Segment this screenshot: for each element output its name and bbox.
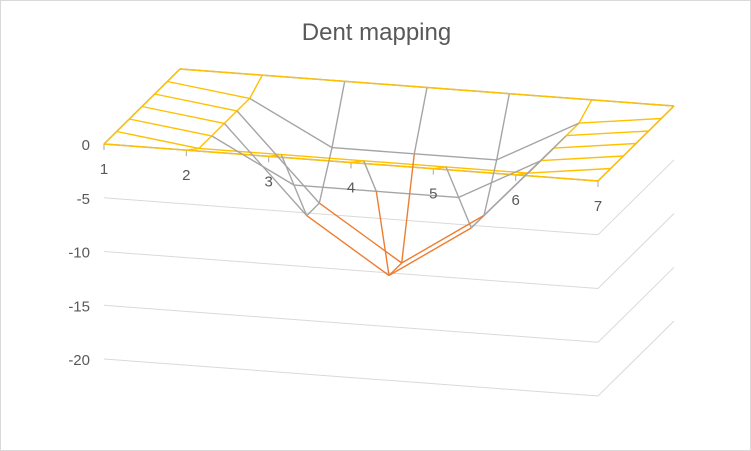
surface-edge xyxy=(388,262,403,276)
surface-edge xyxy=(566,130,649,137)
surface-edge xyxy=(363,160,377,192)
z-tick-label: -15 xyxy=(68,298,90,315)
surface-edge xyxy=(553,142,637,149)
surface-edge xyxy=(458,197,472,229)
surface-edge xyxy=(116,118,130,132)
surface-edge xyxy=(128,106,143,120)
gridline-front xyxy=(103,358,599,397)
surface-edge xyxy=(166,68,181,82)
surface-edge xyxy=(565,122,580,137)
surface-edge xyxy=(293,184,377,192)
surface-edge xyxy=(363,160,447,168)
surface-edge xyxy=(509,93,592,101)
z-tick-label: -5 xyxy=(77,191,90,208)
surface-edge xyxy=(331,81,346,148)
surface-edge xyxy=(401,214,485,264)
surface-edge xyxy=(129,118,212,137)
surface-edge xyxy=(262,74,345,82)
surface-edge xyxy=(249,74,263,99)
surface-edge xyxy=(635,130,650,144)
x-tick-label: 5 xyxy=(429,186,437,203)
gridline-front xyxy=(103,251,599,289)
surface-edge xyxy=(483,135,567,216)
gridline-front xyxy=(103,304,599,343)
surface-edge xyxy=(496,122,580,161)
surface-edge xyxy=(540,155,624,162)
surface-edge xyxy=(223,110,238,124)
surface-edge xyxy=(179,68,263,76)
surface-edge xyxy=(458,159,542,199)
surface-edge xyxy=(211,122,225,137)
surface-edge xyxy=(141,105,225,125)
gridline-front xyxy=(103,197,599,236)
tick-labels: 1 2 3 4 5 6 7 0 -5 -10 -15 -20 xyxy=(68,137,602,369)
x-tick-label: 4 xyxy=(347,180,355,197)
surface-edge xyxy=(388,227,472,277)
surface-edge xyxy=(610,155,624,169)
surface-edge xyxy=(249,97,333,149)
surface-edge xyxy=(186,149,269,157)
z-tick-label: -10 xyxy=(68,245,90,262)
x-tick-label: 1 xyxy=(100,161,108,178)
surface-edge xyxy=(318,202,403,264)
surface-edge xyxy=(426,86,510,95)
surface-edge xyxy=(648,118,662,132)
surface-edge xyxy=(413,87,428,154)
surface-edge xyxy=(116,130,200,150)
gridline-side xyxy=(597,320,675,397)
surface-wireframe xyxy=(103,68,675,277)
surface-edge xyxy=(578,117,662,124)
x-tick-label: 3 xyxy=(264,173,272,190)
surface-edge xyxy=(401,153,415,264)
surface-edge xyxy=(281,153,364,162)
surface-edge xyxy=(528,167,611,174)
surface-edge xyxy=(318,147,333,204)
surface-edge xyxy=(591,99,675,107)
surface-edge xyxy=(470,214,485,229)
surface-edge xyxy=(236,97,251,112)
surface-edge xyxy=(597,168,612,182)
x-tick-label: 7 xyxy=(594,198,602,215)
gridline-side xyxy=(597,159,675,236)
surface-edge xyxy=(414,153,497,161)
gridline-side xyxy=(597,266,675,343)
surface-edge xyxy=(103,131,118,145)
surface-edge xyxy=(578,99,593,124)
surface-edge xyxy=(186,147,200,151)
surface-edge xyxy=(154,93,238,112)
surface-edge xyxy=(293,184,308,216)
surface-edge xyxy=(483,159,498,216)
surface-edge xyxy=(496,93,510,161)
surface-edge xyxy=(167,80,250,100)
surface-edge xyxy=(211,135,295,186)
surface-edge xyxy=(306,202,320,217)
surface-edge xyxy=(306,215,390,277)
surface-edge xyxy=(223,122,308,217)
surface-edge xyxy=(376,190,459,199)
surface-edge xyxy=(154,81,168,95)
z-tick-label: 0 xyxy=(82,137,90,154)
surface-edge xyxy=(236,110,320,204)
surface-edge xyxy=(198,147,282,156)
surface-edge xyxy=(660,105,675,119)
surface-edge xyxy=(344,80,428,89)
surface-edge xyxy=(445,166,460,198)
surface-edge xyxy=(375,191,390,276)
surface-edge xyxy=(622,143,637,157)
surface-edge xyxy=(198,135,213,149)
z-tick-label: -20 xyxy=(68,352,90,369)
surface-edge xyxy=(280,154,295,186)
gridline-side xyxy=(597,213,675,289)
surface-edge xyxy=(331,146,415,155)
surface-edge xyxy=(515,174,599,182)
x-tick-label: 2 xyxy=(182,167,190,184)
x-tick-label: 6 xyxy=(511,192,519,209)
surface-edge xyxy=(103,143,187,151)
chart-title: Dent mapping xyxy=(301,19,452,46)
surface-edge xyxy=(141,93,156,107)
